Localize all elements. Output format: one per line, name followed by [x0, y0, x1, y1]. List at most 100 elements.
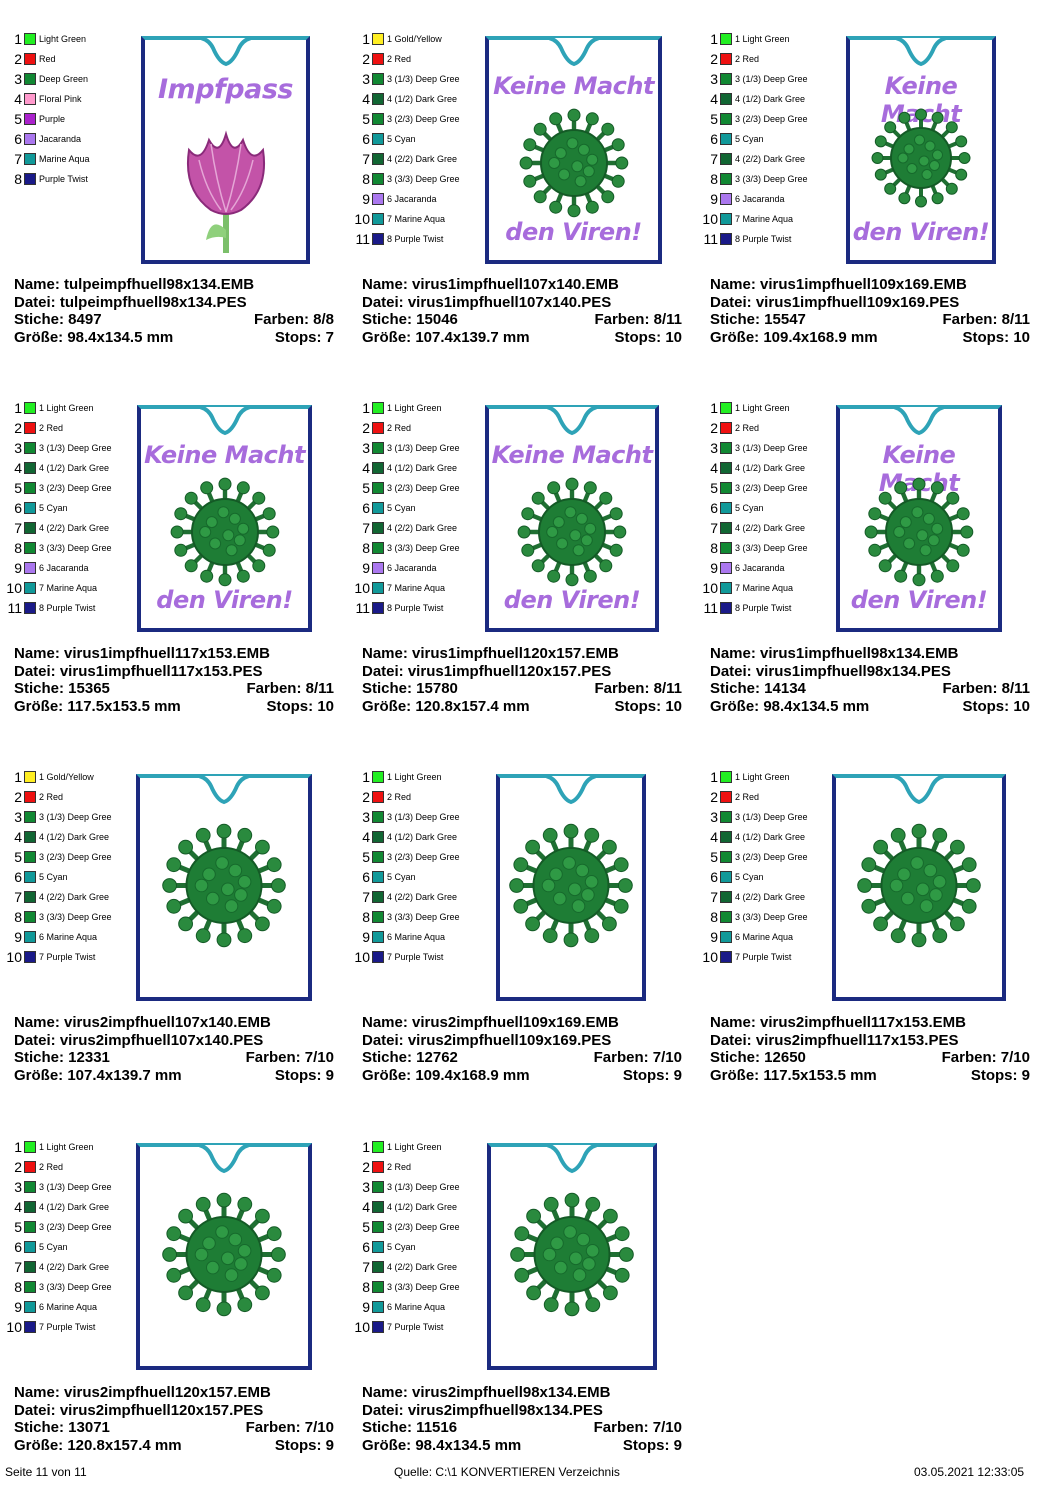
thread-color-label: 6 Jacaranda — [387, 194, 437, 204]
thread-color-swatch — [24, 582, 36, 594]
thread-color-swatch — [372, 1221, 384, 1233]
thread-color-label: 3 (1/3) Deep Gree — [39, 443, 112, 453]
thread-color-label: Red — [39, 54, 56, 64]
stop-count: Stops: 9 — [622, 1066, 682, 1084]
stitch-count: Stiche: 15780 — [362, 680, 458, 697]
thread-color-label: 3 (1/3) Deep Gree — [387, 74, 460, 84]
pocket-notch-icon — [546, 774, 596, 805]
embroidery-preview: Keine Macht den Viren! — [485, 36, 662, 264]
design-size: Größe: 107.4x139.7 mm — [362, 328, 530, 346]
design-name: Name: virus1impfhuell117x153.EMB — [14, 645, 270, 662]
thread-color-number: 8 — [710, 909, 718, 925]
thread-color-label: 1 Light Green — [735, 403, 790, 413]
thread-color-label: 6 Jacaranda — [39, 563, 89, 573]
thread-color-swatch — [24, 771, 36, 783]
thread-color-number: 6 — [362, 131, 370, 147]
design-file: Datei: virus1impfhuell109x169.PES — [710, 293, 960, 311]
thread-color-label: 8 Purple Twist — [735, 234, 792, 244]
thread-color-label: 8 Purple Twist — [387, 234, 444, 244]
thread-color-row: 9 6 Marine Aqua — [0, 928, 97, 946]
print-datetime: 03.05.2021 12:33:05 — [914, 1465, 1025, 1479]
thread-color-label: 6 Marine Aqua — [39, 1302, 98, 1312]
thread-color-row: 1 1 Light Green — [696, 768, 789, 786]
thread-color-row: 11 8 Purple Twist — [696, 599, 791, 617]
thread-color-swatch — [24, 911, 36, 923]
design-info: Name: virus1impfhuell120x157.EMB Datei: v… — [362, 645, 682, 715]
color-count: Farben: 8/11 — [246, 680, 334, 697]
thread-color-number: 2 — [710, 420, 718, 436]
thread-color-label: 1 Light Green — [735, 34, 790, 44]
thread-color-swatch — [720, 931, 732, 943]
thread-color-swatch — [372, 233, 384, 245]
thread-color-swatch — [24, 851, 36, 863]
thread-color-swatch — [720, 522, 732, 534]
thread-color-number: 7 — [710, 889, 718, 905]
thread-color-row: 5 3 (2/3) Deep Gree — [0, 848, 111, 866]
thread-color-label: 4 (2/2) Dark Gree — [39, 1262, 110, 1272]
design-heading-text: Keine Macht — [144, 441, 305, 469]
thread-color-label: 4 (2/2) Dark Gree — [735, 892, 806, 902]
design-size: Größe: 117.5x153.5 mm — [710, 1066, 877, 1084]
pocket-notch-icon — [894, 774, 944, 805]
thread-color-swatch — [720, 562, 732, 574]
thread-color-label: 4 (1/2) Dark Gree — [735, 94, 806, 104]
thread-color-swatch — [720, 891, 732, 903]
thread-color-swatch — [720, 831, 732, 843]
thread-color-swatch — [24, 153, 36, 165]
thread-color-label: 4 (2/2) Dark Gree — [387, 523, 458, 533]
thread-color-row: 5 3 (2/3) Deep Gree — [696, 479, 807, 497]
thread-color-swatch — [24, 1321, 36, 1333]
thread-color-row: 2 2 Red — [696, 50, 759, 68]
design-footer-text: den Viren! — [852, 218, 990, 246]
thread-color-number: 10 — [354, 1319, 370, 1335]
thread-color-number: 10 — [702, 580, 718, 596]
thread-color-row: 9 6 Marine Aqua — [348, 928, 445, 946]
thread-color-row: 5 3 (2/3) Deep Gree — [696, 110, 807, 128]
thread-color-label: 4 (2/2) Dark Gree — [387, 154, 458, 164]
thread-color-number: 10 — [6, 949, 22, 965]
thread-color-number: 1 — [362, 400, 370, 416]
thread-color-number: 6 — [14, 131, 22, 147]
thread-color-number: 2 — [14, 51, 22, 67]
thread-color-row: 3 3 (1/3) Deep Gree — [696, 808, 807, 826]
thread-color-number: 9 — [14, 560, 22, 576]
pocket-notch-icon — [200, 36, 251, 67]
thread-color-label: 3 (3/3) Deep Gree — [387, 1282, 460, 1292]
thread-color-label: 5 Cyan — [387, 503, 416, 513]
thread-color-number: 8 — [710, 540, 718, 556]
thread-color-swatch — [372, 213, 384, 225]
thread-color-number: 5 — [14, 480, 22, 496]
thread-color-row: 10 7 Purple Twist — [348, 948, 443, 966]
thread-color-number: 8 — [14, 909, 22, 925]
thread-color-row: 8 Purple Twist — [0, 170, 88, 188]
thread-color-swatch — [720, 851, 732, 863]
thread-color-label: 7 Purple Twist — [387, 952, 444, 962]
thread-color-swatch — [24, 871, 36, 883]
thread-color-swatch — [24, 951, 36, 963]
thread-color-row: 11 8 Purple Twist — [348, 230, 443, 248]
thread-color-row: 8 3 (3/3) Deep Gree — [348, 170, 459, 188]
thread-color-number: 9 — [14, 929, 22, 945]
virus-icon — [857, 823, 982, 953]
thread-color-number: 1 — [14, 1139, 22, 1155]
thread-color-swatch — [720, 213, 732, 225]
thread-color-row: 5 3 (2/3) Deep Gree — [0, 1218, 111, 1236]
thread-color-number: 6 — [710, 500, 718, 516]
color-count: Farben: 8/11 — [594, 680, 682, 697]
design-name: Name: virus2impfhuell120x157.EMB — [14, 1384, 271, 1401]
thread-color-number: 3 — [362, 440, 370, 456]
thread-color-number: 7 — [362, 520, 370, 536]
thread-color-swatch — [372, 422, 384, 434]
thread-color-label: 2 Red — [735, 792, 760, 802]
thread-color-label: 1 Light Green — [39, 403, 94, 413]
design-name: Name: virus2impfhuell107x140.EMB — [14, 1014, 271, 1031]
pocket-notch-icon — [547, 405, 597, 436]
design-name: Name: virus1impfhuell98x134.EMB — [710, 645, 959, 662]
design-size: Größe: 98.4x134.5 mm — [14, 328, 174, 346]
thread-color-label: 3 (2/3) Deep Gree — [387, 483, 460, 493]
thread-color-number: 7 — [14, 889, 22, 905]
thread-color-label: 1 Gold/Yellow — [387, 34, 442, 44]
thread-color-swatch — [372, 462, 384, 474]
thread-color-swatch — [372, 173, 384, 185]
